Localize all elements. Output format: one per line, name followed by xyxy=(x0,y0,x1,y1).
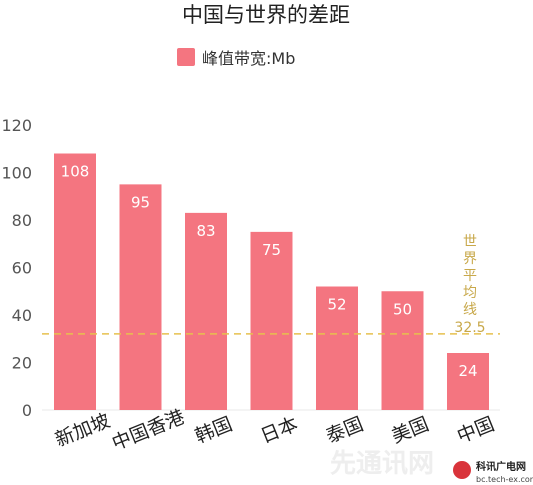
x-tick-label: 韩国 xyxy=(192,413,235,448)
x-tick-label: 新加坡 xyxy=(52,410,113,452)
reference-label-char: 界 xyxy=(463,251,477,267)
reference-label-char: 线 xyxy=(463,302,477,318)
reference-value-label: 32.5 xyxy=(454,320,485,336)
y-tick-label: 100 xyxy=(1,164,32,183)
bar-value-label: 24 xyxy=(458,362,477,380)
bar-value-label: 75 xyxy=(262,241,281,259)
bar-value-label: 52 xyxy=(327,296,346,314)
bar xyxy=(54,153,96,410)
watermark-logo: 科讯广电网 bc.tech-ex.com xyxy=(453,460,533,484)
legend-swatch xyxy=(177,48,195,66)
x-tick-label: 泰国 xyxy=(323,413,366,448)
x-tick-label: 日本 xyxy=(258,413,301,448)
bar-value-label: 83 xyxy=(196,222,215,240)
bar xyxy=(185,212,227,410)
reference-label-char: 均 xyxy=(463,285,477,301)
chart-title: 中国与世界的差距 xyxy=(182,3,350,27)
bar-value-label: 108 xyxy=(61,163,90,181)
y-tick-label: 0 xyxy=(22,401,32,420)
bar xyxy=(381,291,424,410)
x-tick-label: 美国 xyxy=(389,413,432,448)
y-axis: 0 20 40 60 80 100 120 xyxy=(1,116,32,420)
bar xyxy=(447,353,489,410)
x-tick-label: 中国香港 xyxy=(109,406,188,455)
y-tick-label: 20 xyxy=(12,354,32,373)
reference-label-char: 世 xyxy=(463,234,477,250)
bar-value-label: 95 xyxy=(131,193,150,211)
watermark-center: 先通讯网 xyxy=(330,449,434,479)
y-tick-label: 80 xyxy=(12,211,32,230)
logo-line2: bc.tech-ex.com xyxy=(476,475,533,484)
bar xyxy=(119,184,162,410)
bar-value-label: 50 xyxy=(393,300,412,318)
bar xyxy=(250,231,293,410)
reference-label-char: 平 xyxy=(463,268,477,284)
bars: 108 95 83 75 52 50 24 xyxy=(54,153,489,410)
x-tick-label: 中国 xyxy=(454,413,497,448)
legend: 峰值带宽:Mb xyxy=(177,48,295,68)
legend-label: 峰值带宽:Mb xyxy=(202,49,295,68)
y-tick-label: 60 xyxy=(12,259,32,278)
logo-line1: 科讯广电网 xyxy=(476,460,526,473)
y-tick-label: 120 xyxy=(1,116,32,135)
y-tick-label: 40 xyxy=(12,306,32,325)
bar xyxy=(316,286,358,410)
logo-icon xyxy=(453,461,471,479)
